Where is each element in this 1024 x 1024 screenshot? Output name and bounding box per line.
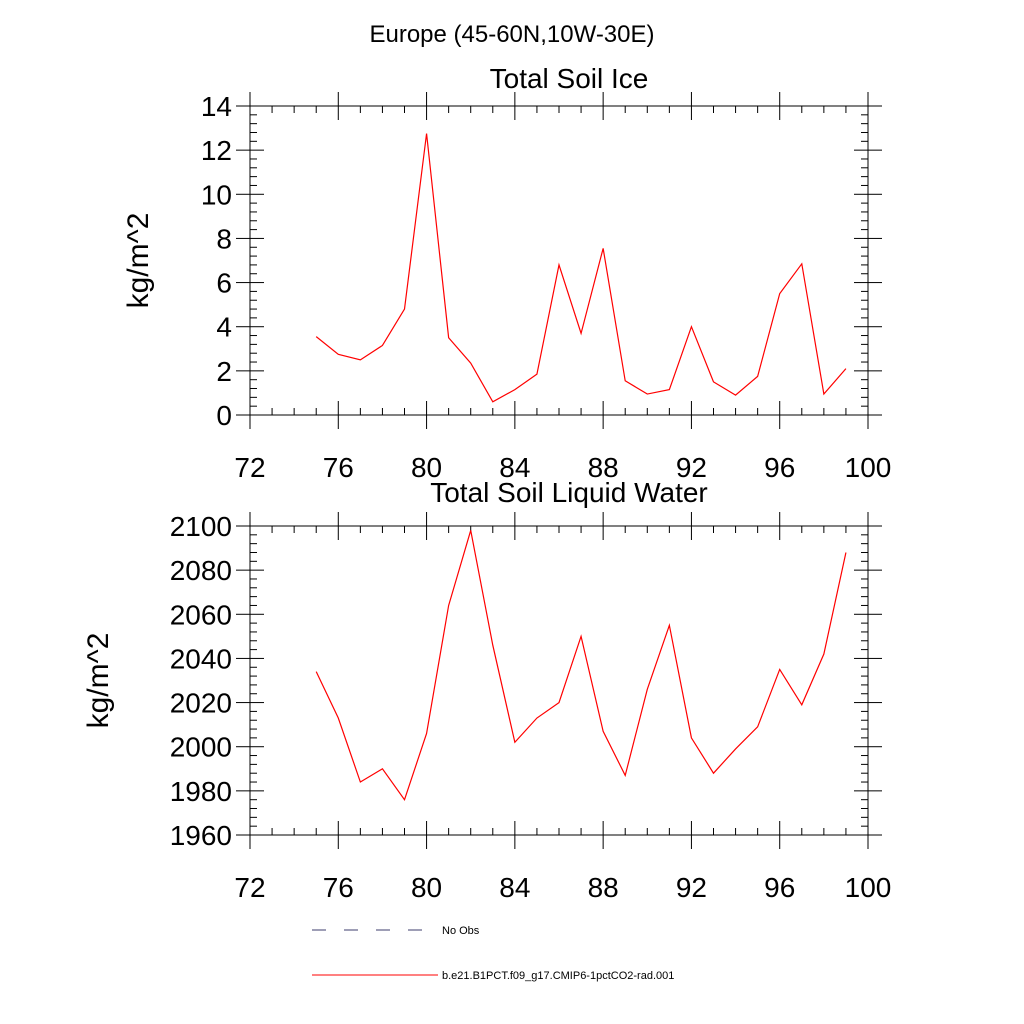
data-point (580, 333, 581, 334)
legend-item: b.e21.B1PCT.f09_g17.CMIP6-1pctCO2-rad.00… (312, 970, 674, 982)
x-tick-label: 72 (234, 872, 265, 903)
y-tick-label: 12 (201, 135, 232, 166)
plot-frame (249, 105, 869, 416)
x-tick-label: 80 (411, 452, 442, 483)
x-tick-label: 100 (845, 872, 892, 903)
x-tick-label: 92 (676, 872, 707, 903)
y-tick-label: 14 (201, 91, 232, 122)
data-point (669, 625, 670, 626)
y-tick-label: 0 (216, 400, 232, 431)
data-point (779, 293, 780, 294)
data-point (735, 748, 736, 749)
chart-title: Total Soil Liquid Water (430, 477, 708, 508)
y-axis-label: kg/m^2 (122, 213, 155, 309)
data-point (801, 263, 802, 264)
data-point (580, 636, 581, 637)
data-point (536, 374, 537, 375)
chart-panel-2: Total Soil Liquid Water 72 76 80 84 88 92 96 100… (82, 477, 891, 903)
data-point (492, 645, 493, 646)
y-tick-label: 2 (216, 356, 232, 387)
legend: No Obs b.e21.B1PCT.f09_g17.CMIP6-1pctCO2-… (312, 925, 674, 982)
data-point (426, 133, 427, 134)
data-point (691, 737, 692, 738)
data-point (382, 768, 383, 769)
y-tick-label: 6 (216, 268, 232, 299)
legend-item: No Obs (312, 925, 480, 937)
data-point (823, 393, 824, 394)
data-point (382, 345, 383, 346)
data-point (757, 376, 758, 377)
data-point (691, 326, 692, 327)
data-point (845, 552, 846, 553)
y-tick-label: 4 (216, 312, 232, 343)
legend-label: No Obs (442, 925, 480, 937)
series-line (315, 530, 847, 801)
data-point (426, 733, 427, 734)
data-point (823, 653, 824, 654)
data-point (801, 704, 802, 705)
data-point (713, 773, 714, 774)
data-point (360, 781, 361, 782)
x-tick-label: 84 (499, 872, 530, 903)
y-tick-label: 2080 (170, 555, 232, 586)
x-tick-label: 96 (764, 872, 795, 903)
data-point (404, 799, 405, 800)
chart-title: Total Soil Ice (490, 63, 649, 94)
x-tick-label: 92 (676, 452, 707, 483)
data-point (647, 689, 648, 690)
data-point (779, 669, 780, 670)
y-tick-label: 2060 (170, 599, 232, 630)
data-point (603, 731, 604, 732)
y-tick-label: 1980 (170, 776, 232, 807)
x-tick-label: 72 (234, 452, 265, 483)
data-point (757, 726, 758, 727)
data-point (492, 401, 493, 402)
x-tick-label: 96 (764, 452, 795, 483)
data-point (603, 248, 604, 249)
x-tick-label: 88 (588, 452, 619, 483)
data-point (448, 605, 449, 606)
data-point (338, 354, 339, 355)
y-tick-label: 10 (201, 179, 232, 210)
x-tick-label: 100 (845, 452, 892, 483)
data-point (360, 359, 361, 360)
data-point (536, 717, 537, 718)
data-point (669, 389, 670, 390)
x-tick-label: 80 (411, 872, 442, 903)
y-tick-label: 8 (216, 223, 232, 254)
series-line (315, 133, 847, 403)
data-point (845, 368, 846, 369)
data-point (625, 775, 626, 776)
data-point (448, 337, 449, 338)
data-point (713, 381, 714, 382)
x-tick-label: 76 (323, 452, 354, 483)
figure-title: Europe (45-60N,10W-30E) (369, 21, 654, 48)
data-point (625, 380, 626, 381)
data-point (558, 264, 559, 265)
data-point (514, 389, 515, 390)
data-point (470, 530, 471, 531)
y-tick-label: 2040 (170, 643, 232, 674)
data-point (316, 336, 317, 337)
data-point (338, 717, 339, 718)
chart-panel-1: Total Soil Ice 72 76 80 84 88 92 96 100 0 2 4 6 8 10 12… (122, 63, 891, 483)
data-point (470, 363, 471, 364)
data-point (404, 308, 405, 309)
y-tick-label: 2000 (170, 732, 232, 763)
x-tick-label: 88 (588, 872, 619, 903)
x-tick-label: 84 (499, 452, 530, 483)
chart-panels: Total Soil Ice 72 76 80 84 88 92 96 100 0 2 4 6 8 10 12… (82, 63, 891, 903)
y-axis-label: kg/m^2 (82, 633, 115, 729)
data-point (558, 702, 559, 703)
y-tick-label: 2020 (170, 688, 232, 719)
data-point (647, 393, 648, 394)
data-point (735, 395, 736, 396)
y-tick-label: 2100 (170, 511, 232, 542)
data-point (316, 671, 317, 672)
x-tick-label: 76 (323, 872, 354, 903)
legend-label: b.e21.B1PCT.f09_g17.CMIP6-1pctCO2-rad.00… (442, 970, 674, 982)
y-tick-label: 1960 (170, 820, 232, 851)
data-point (514, 742, 515, 743)
